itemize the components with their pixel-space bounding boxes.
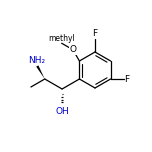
Text: O: O (69, 45, 76, 54)
Text: F: F (124, 74, 129, 83)
Text: methyl: methyl (48, 34, 75, 43)
Polygon shape (36, 65, 45, 79)
Text: NH₂: NH₂ (28, 56, 45, 65)
Text: OH: OH (55, 107, 69, 116)
Text: F: F (92, 29, 98, 38)
